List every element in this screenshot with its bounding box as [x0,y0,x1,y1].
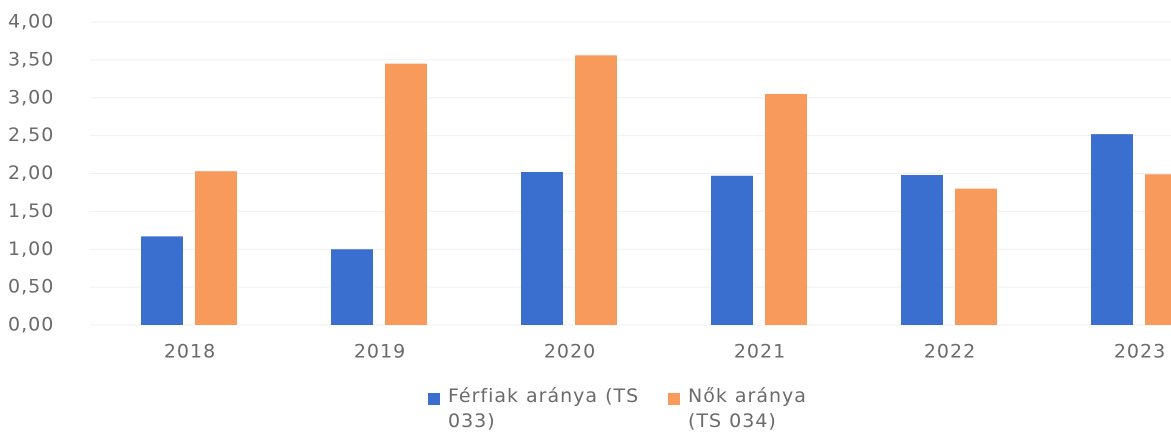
legend-label: Férfiak aránya (TS 033) [448,385,640,432]
legend-label: Nők aránya (TS 034) [688,385,807,432]
y-tick-label: 4,00 [8,11,54,33]
x-tick-label: 2023 [1114,341,1166,363]
legend-item: Férfiak aránya (TS 033) [428,384,648,434]
bar [711,175,753,325]
y-tick-label: 3,50 [8,48,54,70]
y-tick-label: 0,50 [8,276,54,298]
x-tick-label: 2019 [354,341,406,363]
legend-swatch [668,393,680,405]
plot: 0,00 0,50 1,00 1,50 2,00 2,50 3,00 3,50 4,00 2018… [8,11,1171,363]
legend: Férfiak aránya (TS 033) Nők aránya (TS 03… [0,384,1171,434]
bar [385,63,427,325]
y-tick-label: 2,50 [8,124,54,146]
bar [955,188,997,325]
bar [1091,134,1133,325]
x-tick-label: 2021 [734,341,786,363]
y-tick-label: 2,00 [8,162,54,184]
bar [195,171,237,325]
bar [331,249,373,325]
bar [521,171,563,325]
y-tick-label: 0,00 [8,314,54,336]
legend-item: Nők aránya (TS 034) [668,384,848,434]
y-tick-label: 1,00 [8,238,54,260]
x-tick-label: 2022 [924,341,976,363]
bar [765,93,807,326]
legend-swatch [428,393,440,405]
x-tick-label: 2020 [544,341,596,363]
y-tick-label: 3,00 [8,86,54,108]
bar [575,55,617,326]
bar [901,175,943,325]
y-tick-label: 1,50 [8,200,54,222]
bar [1145,174,1171,325]
x-tick-label: 2018 [164,341,216,363]
bar [141,236,183,325]
